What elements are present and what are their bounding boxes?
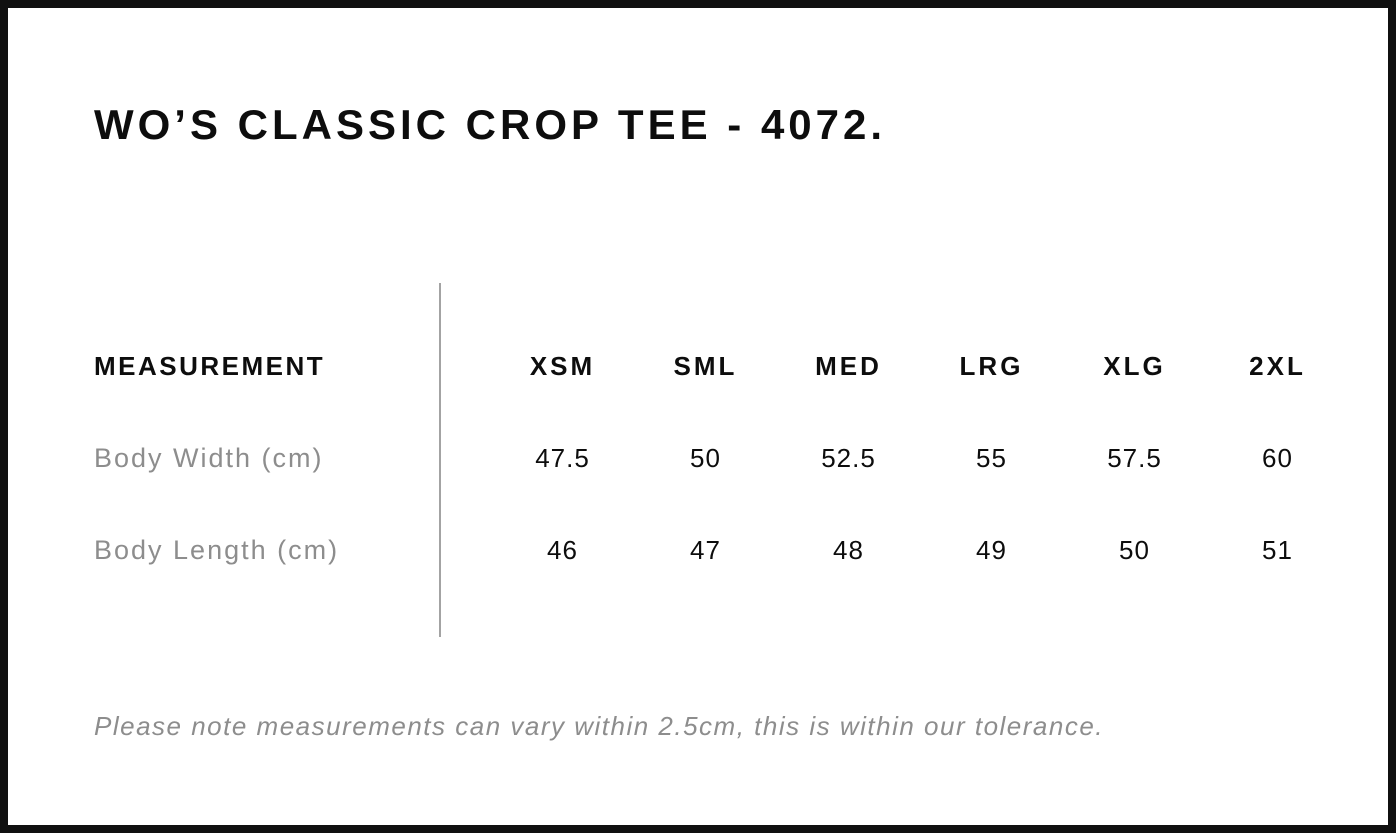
body-width-lrg: 55 [976,442,1007,473]
page-title: WO’S CLASSIC CROP TEE - 4072. [94,101,887,148]
size-header-2xl: 2XL [1249,350,1306,381]
size-header-sml: SML [673,350,738,381]
size-header-med: MED [815,350,882,381]
body-width-med: 52.5 [821,442,876,473]
measurement-column-header: MEASUREMENT [94,350,326,381]
tolerance-note: Please note measurements can vary within… [94,711,1105,741]
body-width-2xl: 60 [1262,442,1293,473]
body-width-xlg: 57.5 [1107,442,1162,473]
body-length-xlg: 50 [1119,534,1150,565]
size-header-xlg: XLG [1103,350,1166,381]
row-label-body-width: Body Width (cm) [94,442,324,473]
row-label-body-length: Body Length (cm) [94,534,340,565]
body-width-xsm: 47.5 [535,442,590,473]
table-vertical-divider [439,283,441,637]
size-header-lrg: LRG [959,350,1024,381]
body-length-med: 48 [833,534,864,565]
body-length-xsm: 46 [547,534,578,565]
body-width-sml: 50 [690,442,721,473]
body-length-sml: 47 [690,534,721,565]
size-header-xsm: XSM [529,350,596,381]
size-table: MEASUREMENT XSM SML MED LRG XLG 2XL Body… [94,320,1349,596]
body-length-2xl: 51 [1262,534,1293,565]
body-length-lrg: 49 [976,534,1007,565]
